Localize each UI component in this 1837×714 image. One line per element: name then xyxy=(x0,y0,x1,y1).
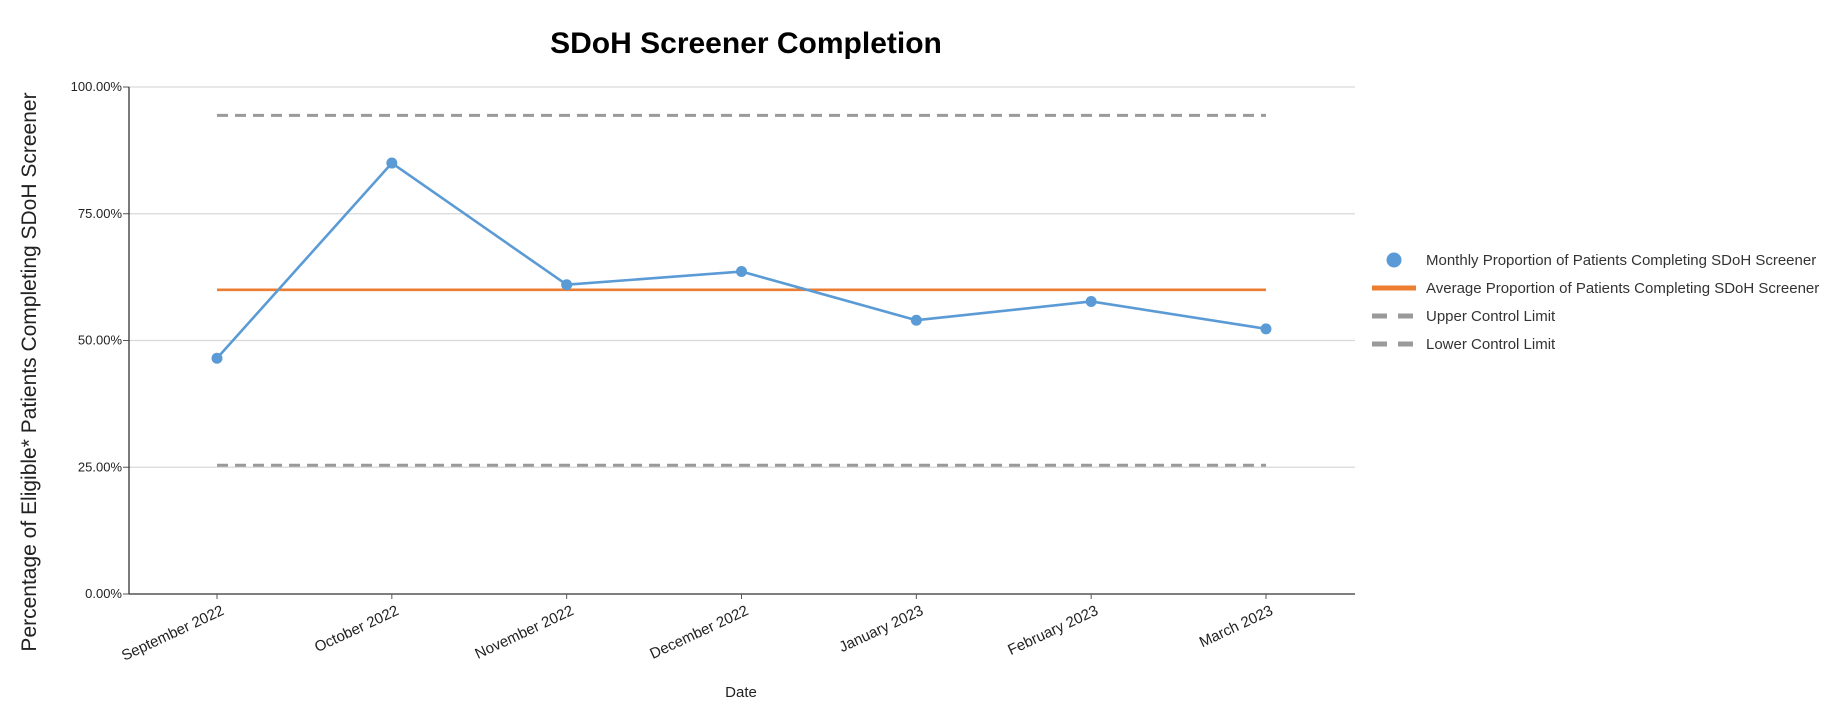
legend-label: Monthly Proportion of Patients Completin… xyxy=(1426,252,1816,269)
data-point xyxy=(386,157,398,169)
data-point xyxy=(736,266,747,278)
x-tick-label: December 2022 xyxy=(647,602,751,663)
data-point xyxy=(1260,323,1272,335)
y-tick-label: 50.00% xyxy=(78,333,123,348)
legend-marker-circle xyxy=(1386,252,1402,268)
x-axis-title: Date xyxy=(725,684,757,701)
legend-label: Average Proportion of Patients Completin… xyxy=(1426,280,1819,297)
chart-title: SDoH Screener Completion xyxy=(550,27,942,60)
axes xyxy=(123,86,1355,599)
data-point xyxy=(561,279,573,291)
y-axis-tick-labels: 0.00% 25.00% 50.00% 75.00% 100.00% xyxy=(71,79,123,601)
monthly-proportion-line xyxy=(216,161,1267,360)
y-tick-label: 25.00% xyxy=(78,459,123,474)
chart-series xyxy=(211,113,1272,467)
y-tick-label: 75.00% xyxy=(78,206,123,221)
x-tick-label: October 2022 xyxy=(312,602,402,656)
x-tick-label: February 2023 xyxy=(1005,602,1101,659)
x-tick-label: March 2023 xyxy=(1197,602,1276,651)
legend-label: Lower Control Limit xyxy=(1426,336,1556,353)
y-tick-label: 100.00% xyxy=(71,79,123,94)
legend-label: Upper Control Limit xyxy=(1426,308,1556,325)
data-point xyxy=(910,314,922,326)
x-tick-label: January 2023 xyxy=(836,602,926,656)
data-point xyxy=(1085,295,1097,307)
data-point xyxy=(211,352,223,364)
x-tick-label: November 2022 xyxy=(472,602,576,663)
legend: Monthly Proportion of Patients Completin… xyxy=(1372,252,1819,353)
x-tick-label: September 2022 xyxy=(119,602,227,664)
x-axis-tick-labels: September 2022 October 2022 November 2022 D… xyxy=(119,602,1276,664)
grid-lines xyxy=(129,86,1355,468)
y-axis-title: Percentage of Eligible* Patients Complet… xyxy=(18,92,41,651)
y-tick-label: 0.00% xyxy=(85,586,122,601)
